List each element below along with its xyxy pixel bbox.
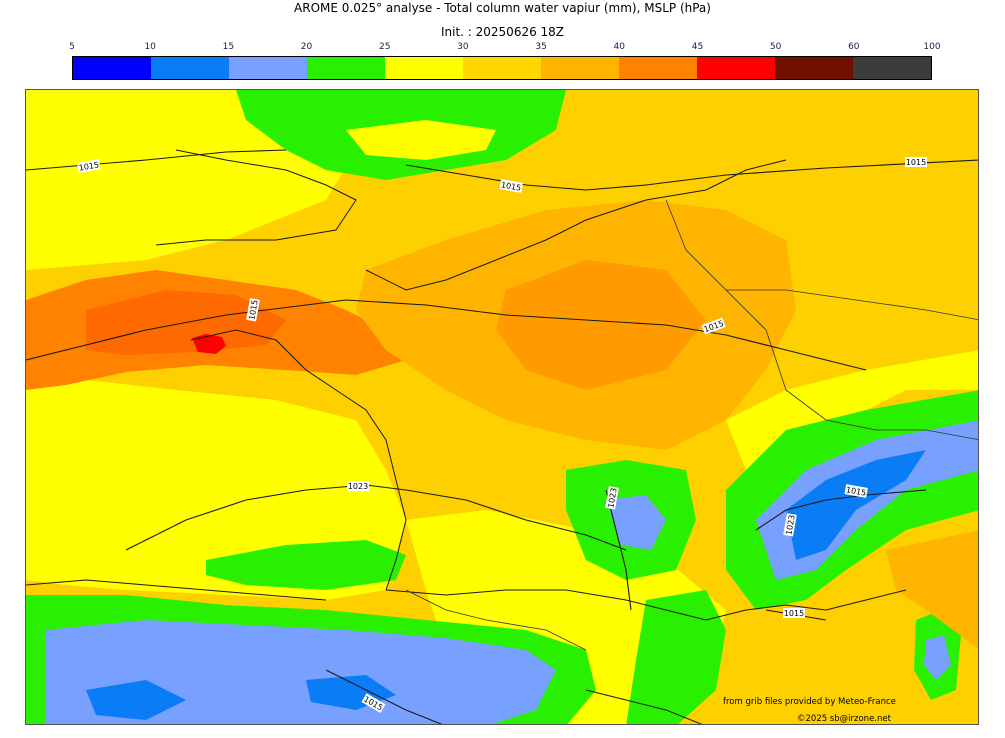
country-borders — [405, 199, 978, 651]
isobar-label: 1015 — [845, 485, 867, 497]
colorbar-segment — [307, 57, 385, 79]
colorbar-segment — [385, 57, 463, 79]
colorbar-segment — [151, 57, 229, 79]
source-credit: from grib files provided by Meteo-France — [723, 697, 896, 707]
colorbar-tick-label: 5 — [69, 42, 75, 52]
colorbar-segment — [697, 57, 775, 79]
isobar-label: 1015 — [906, 158, 926, 167]
isobar-label-bg — [499, 179, 523, 193]
colorbar-tick-label: 45 — [691, 42, 704, 52]
colorbar-tick-label: 60 — [848, 42, 860, 52]
italy-orange — [886, 530, 978, 649]
isobar-label-bg — [361, 693, 386, 713]
isobar-label: 1015 — [784, 609, 804, 618]
colorbar-segment — [775, 57, 853, 79]
colorbar-tick-label: 50 — [769, 42, 782, 52]
colorbar-segment — [463, 57, 541, 79]
copyright-credit: ©2025 sb@irzone.net — [797, 714, 891, 724]
map-svg: 1015101510151015101510231023102310151015… — [26, 90, 978, 724]
corsica-blue — [924, 635, 951, 680]
biscay-green-band — [206, 540, 406, 590]
isobar-label: 1023 — [784, 514, 796, 536]
spain-dark-blue-spot — [86, 680, 186, 720]
colorbar-tick-label: 25 — [378, 42, 391, 52]
med-green-patch — [626, 590, 726, 724]
alps-dark-blue — [786, 450, 926, 560]
high-moisture-spot — [192, 334, 226, 354]
isobar-label: 1023 — [606, 487, 618, 509]
colorbar-segment — [73, 57, 151, 79]
colorbar-segment — [229, 57, 307, 79]
colorbar-tick-label: 40 — [613, 42, 625, 52]
isobar-label: 1015 — [247, 299, 259, 321]
colorbar-tick-label: 20 — [300, 42, 313, 52]
isobar-label: 1015 — [500, 180, 522, 192]
isobar-label-bg — [905, 157, 927, 167]
colorbar-segment — [853, 57, 931, 79]
isobar-label-bg — [783, 513, 797, 537]
isobar-label-bg — [246, 298, 260, 322]
isobar-label-bg — [77, 159, 101, 173]
isobar-label-bg — [701, 317, 726, 335]
colorbar-tick-label: 30 — [457, 42, 469, 52]
colorbar-tick-label: 100 — [923, 42, 941, 52]
uk-green-inner — [346, 120, 496, 160]
isobar-label-bg — [783, 608, 805, 618]
isobar-labels: 1015101510151015101510231023102310151015… — [77, 157, 927, 713]
coastlines — [26, 149, 907, 724]
massif-blue — [606, 495, 666, 550]
colorbar — [72, 56, 932, 80]
isobar-label: 1023 — [348, 482, 368, 491]
map-title: AROME 0.025° analyse - Total column wate… — [294, 1, 711, 15]
colorbar-tick-label: 15 — [222, 42, 235, 52]
france-deep-orange — [496, 260, 706, 390]
isobar-label-bg — [347, 481, 369, 491]
isobars — [26, 149, 978, 724]
isobar-label: 1015 — [78, 160, 100, 172]
init-time: Init. : 20250626 18Z — [440, 25, 565, 39]
isobar-label-bg — [844, 484, 868, 498]
map-area: 1015 1015 1015 1015 1015 1023 1023 1023 1015 1015… — [25, 89, 979, 725]
colorbar-tick-label: 35 — [535, 42, 547, 52]
colorbar-segment — [541, 57, 619, 79]
colorbar-tick-label: 10 — [144, 42, 156, 52]
colorbar-segment — [619, 57, 697, 79]
isobar-label-bg — [605, 486, 619, 510]
